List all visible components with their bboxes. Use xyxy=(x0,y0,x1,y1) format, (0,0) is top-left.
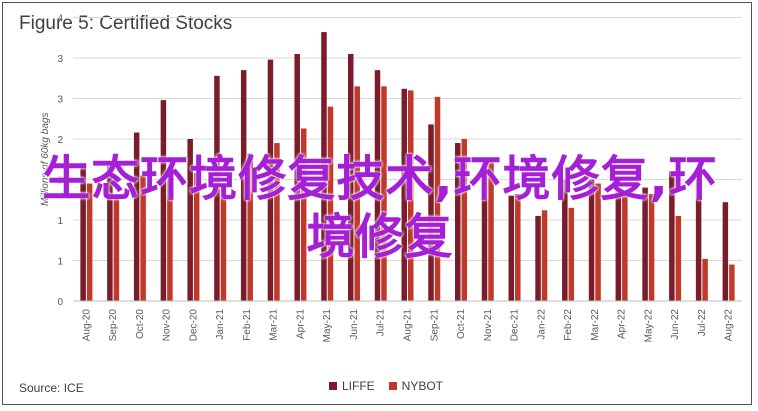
x-tick-label: May-22 xyxy=(643,309,654,343)
bar-nybot-nov-20 xyxy=(167,169,173,301)
bar-liffe-oct-21 xyxy=(455,143,461,301)
y-tick-label: 1 xyxy=(57,216,63,227)
bar-liffe-aug-22 xyxy=(722,202,729,301)
x-tick-label: Aug-20 xyxy=(81,309,92,342)
x-tick-label: Dec-20 xyxy=(188,309,199,342)
bar-liffe-feb-21 xyxy=(240,70,247,302)
bar-nybot-jan-21 xyxy=(220,187,227,301)
y-tick-label: 2 xyxy=(57,135,63,146)
y-tick-label: 3 xyxy=(57,95,63,106)
bar-liffe-oct-20 xyxy=(133,132,140,301)
x-tick-label: Jan-22 xyxy=(536,309,547,340)
y-axis-label: Millions of 60kg bags xyxy=(40,113,51,206)
bar-nybot-jul-22 xyxy=(702,258,708,301)
x-tick-label: Aug-22 xyxy=(724,309,735,342)
y-tick-label: 2 xyxy=(57,176,63,187)
y-tick-label: 1 xyxy=(57,257,63,268)
legend-item-liffe: LIFFE xyxy=(329,379,375,393)
legend-label-liffe: LIFFE xyxy=(342,379,375,393)
x-tick-label: Jun-21 xyxy=(349,309,360,340)
bar-nybot-feb-22 xyxy=(568,207,575,301)
bar-nybot-mar-22 xyxy=(595,183,601,301)
bar-liffe-dec-20 xyxy=(187,139,193,301)
x-tick-label: Dec-21 xyxy=(510,309,521,342)
bar-liffe-may-21 xyxy=(321,32,327,301)
chart-source: Source: ICE xyxy=(19,381,84,395)
bar-nybot-may-22 xyxy=(648,194,655,301)
x-tick-label: May-21 xyxy=(322,309,333,343)
x-tick-label: Feb-21 xyxy=(242,309,253,341)
x-tick-label: Mar-22 xyxy=(590,309,601,341)
bar-nybot-oct-21 xyxy=(461,139,468,301)
x-tick-label: Jan-21 xyxy=(215,309,226,340)
legend-swatch-nybot xyxy=(388,382,397,390)
legend-swatch-liffe xyxy=(329,382,337,390)
bar-liffe-sep-20 xyxy=(107,163,113,301)
x-tick-label: Oct-20 xyxy=(135,309,146,339)
bar-nybot-apr-22 xyxy=(622,191,628,301)
bar-nybot-may-21 xyxy=(327,106,334,301)
x-tick-label: Apr-21 xyxy=(295,309,306,339)
bar-nybot-aug-20 xyxy=(86,183,93,301)
bar-liffe-dec-21 xyxy=(508,195,515,301)
x-tick-label: Jul-22 xyxy=(697,309,708,337)
bar-liffe-jul-22 xyxy=(695,169,702,301)
bar-liffe-jan-21 xyxy=(214,75,220,301)
x-tick-label: Apr-22 xyxy=(617,309,628,339)
bar-liffe-jul-21 xyxy=(374,70,381,302)
bar-liffe-jun-21 xyxy=(347,53,354,302)
bar-liffe-aug-20 xyxy=(80,163,86,301)
bar-nybot-jul-21 xyxy=(381,86,387,301)
bar-liffe-mar-22 xyxy=(588,179,595,301)
watermark-overlay-text: 生态环境修复技术,环境修复,环境修复 xyxy=(42,151,718,265)
bar-nybot-aug-21 xyxy=(408,90,414,302)
bar-liffe-nov-21 xyxy=(481,159,488,301)
bar-liffe-aug-21 xyxy=(401,88,407,301)
x-tick-label: Jul-21 xyxy=(376,309,387,337)
y-tick-label: 3 xyxy=(57,54,63,65)
bar-nybot-jan-22 xyxy=(541,210,548,301)
bar-liffe-apr-22 xyxy=(615,187,622,301)
bar-nybot-feb-21 xyxy=(247,153,253,301)
bar-nybot-mar-21 xyxy=(274,143,280,301)
x-tick-label: Jun-22 xyxy=(670,309,681,340)
chart-title: Figure 5: Certified Stocks xyxy=(19,13,233,34)
x-tick-label: Oct-21 xyxy=(456,309,467,339)
bar-nybot-dec-21 xyxy=(515,194,521,301)
bar-nybot-nov-21 xyxy=(488,161,494,301)
x-tick-label: Aug-21 xyxy=(403,309,414,342)
legend-label-nybot: NYBOT xyxy=(401,379,444,393)
bar-nybot-sep-20 xyxy=(113,195,120,301)
bar-nybot-apr-21 xyxy=(300,128,307,301)
x-tick-label: Sep-20 xyxy=(108,309,119,342)
bar-liffe-feb-22 xyxy=(562,179,568,301)
x-tick-label: Feb-22 xyxy=(563,309,574,341)
x-tick-label: Nov-21 xyxy=(483,309,494,342)
x-tick-label: Sep-21 xyxy=(429,309,440,342)
y-tick-label: 4 xyxy=(57,14,63,25)
bar-nybot-aug-22 xyxy=(729,264,735,301)
y-tick-label: 0 xyxy=(57,297,63,308)
bar-liffe-jun-22 xyxy=(669,171,675,301)
bar-liffe-mar-21 xyxy=(267,59,274,302)
x-tick-label: Nov-20 xyxy=(162,309,173,342)
chart-legend: LIFFE NYBOT xyxy=(329,379,443,393)
bar-liffe-nov-20 xyxy=(160,100,167,302)
bar-nybot-sep-21 xyxy=(434,96,441,301)
bar-nybot-jun-22 xyxy=(675,215,682,301)
bar-liffe-apr-21 xyxy=(294,53,300,302)
legend-item-nybot: NYBOT xyxy=(388,379,444,393)
x-tick-label: Mar-21 xyxy=(269,309,280,341)
bar-nybot-jun-21 xyxy=(354,86,360,301)
bar-liffe-sep-21 xyxy=(428,124,434,301)
bar-liffe-may-22 xyxy=(642,187,648,301)
bar-nybot-dec-20 xyxy=(193,173,200,301)
bar-liffe-jan-22 xyxy=(535,215,541,301)
bar-nybot-oct-20 xyxy=(140,175,146,301)
